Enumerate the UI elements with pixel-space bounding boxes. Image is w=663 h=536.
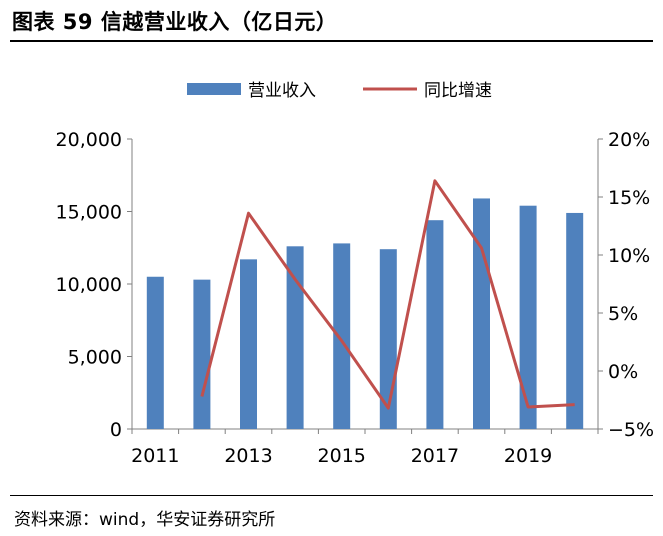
revenue-chart: 营业收入 同比增速 0 5,000 10,000 15,000 20,000 −5% 0% 5… xyxy=(56,81,655,467)
plot-area: 0 5,000 10,000 15,000 20,000 −5% 0% 5% 10% 15% 20%… xyxy=(56,129,655,467)
legend-line-label: 同比增速 xyxy=(424,81,492,101)
x-axis-tick-label: 2011 xyxy=(131,445,179,467)
left-axis-tick-label: 10,000 xyxy=(56,274,122,296)
x-axis-tick-label: 2017 xyxy=(411,445,459,467)
growth-line xyxy=(200,179,575,410)
right-axis-tick-label: 15% xyxy=(608,187,650,209)
left-axis-tick-label: 15,000 xyxy=(56,202,122,224)
right-axis-tick-label: 5% xyxy=(608,303,638,325)
revenue-bar xyxy=(566,212,584,429)
right-axis-tick-label: −5% xyxy=(608,419,654,441)
x-axis-tick-label: 2019 xyxy=(504,445,552,467)
revenue-bar xyxy=(193,279,211,429)
legend-bar-label: 营业收入 xyxy=(248,81,316,101)
x-axis-tick-label: 2013 xyxy=(224,445,272,467)
legend: 营业收入 同比增速 xyxy=(187,81,492,101)
right-axis-tick-label: 10% xyxy=(608,245,650,267)
source-rule xyxy=(10,495,653,496)
legend-bar-swatch xyxy=(187,83,241,95)
title-rule xyxy=(10,40,653,42)
left-axis-tick-label: 20,000 xyxy=(56,129,122,151)
x-axis-tick-label: 2015 xyxy=(318,445,366,467)
revenue-bar xyxy=(333,243,351,429)
revenue-bar xyxy=(426,220,444,429)
revenue-bar xyxy=(240,259,257,429)
revenue-bar xyxy=(286,246,304,429)
page-title: 图表 59 信越营业收入（亿日元） xyxy=(12,10,338,34)
source-note: 资料来源：wind，华安证券研究所 xyxy=(14,510,276,530)
revenue-bar xyxy=(473,198,490,429)
left-axis-tick-label: 0 xyxy=(110,419,122,441)
right-axis-tick-label: 20% xyxy=(608,129,650,151)
revenue-bar xyxy=(519,205,537,429)
revenue-bar xyxy=(146,276,164,429)
left-axis-tick-label: 5,000 xyxy=(68,347,122,369)
right-axis-tick-label: 0% xyxy=(608,361,638,383)
